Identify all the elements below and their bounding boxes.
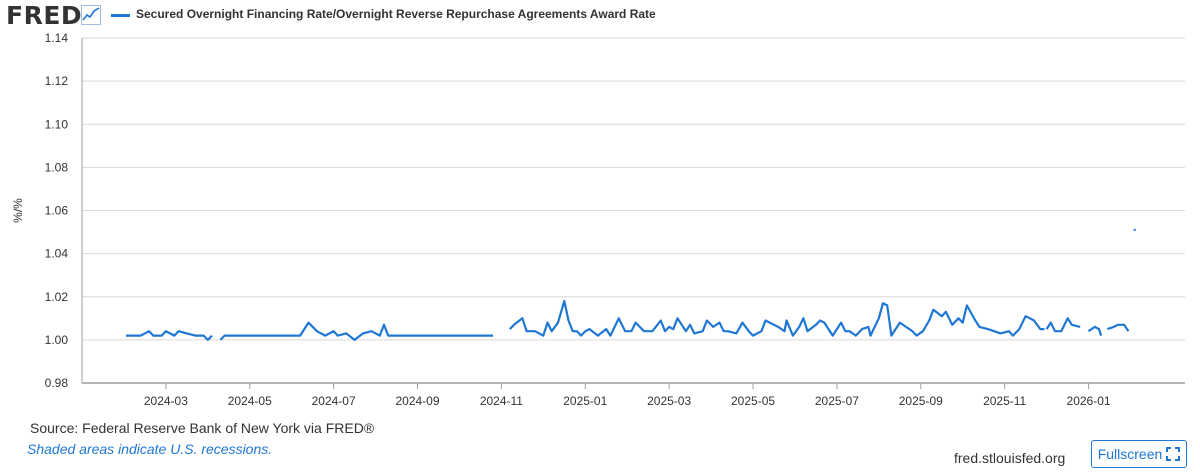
series-segment xyxy=(509,300,1045,337)
chart-header: FRED Secured Overnight Financing Rate/Ov… xyxy=(0,0,1200,32)
x-tick-label: 2024-07 xyxy=(312,394,356,408)
recession-note: Shaded areas indicate U.S. recessions. xyxy=(27,441,273,457)
series-segment xyxy=(1107,323,1130,332)
line-chart: 0.981.001.021.041.061.081.101.121.14%/% … xyxy=(11,31,1185,408)
x-tick-label: 2025-01 xyxy=(563,394,607,408)
y-tick-label: 1.04 xyxy=(45,247,69,261)
fred-logo[interactable]: FRED xyxy=(6,1,83,30)
legend-swatch xyxy=(111,14,130,17)
series-line xyxy=(126,228,1136,341)
y-tick-label: 1.10 xyxy=(45,117,69,131)
y-tick-label: 1.08 xyxy=(45,160,69,174)
series-segment xyxy=(1045,317,1081,333)
x-axis: 2024-03 2024-05 2024-07 2024-09 2024-11 2025-… xyxy=(81,38,1185,408)
y-axis-title: %/% xyxy=(11,198,25,223)
series-segment xyxy=(126,330,213,341)
x-tick-label: 2024-05 xyxy=(228,394,272,408)
x-tick-label: 2025-09 xyxy=(899,394,943,408)
y-tick-label: 1.06 xyxy=(45,204,69,218)
y-tick-label: 1.14 xyxy=(45,31,69,45)
series-segment xyxy=(219,321,493,341)
fullscreen-icon xyxy=(1166,447,1181,461)
y-tick-label: 1.00 xyxy=(45,333,69,347)
x-tick-label: 2025-11 xyxy=(983,394,1026,408)
chart-line-icon xyxy=(81,5,101,25)
x-tick-label: 2024-03 xyxy=(144,394,188,408)
x-tick-label: 2025-07 xyxy=(815,394,859,408)
gridlines xyxy=(82,37,1185,384)
source-note: Source: Federal Reserve Bank of New York… xyxy=(30,420,375,436)
x-tick-label: 2025-05 xyxy=(731,394,775,408)
x-tick-label: 2024-09 xyxy=(395,394,439,408)
legend-label: Secured Overnight Financing Rate/Overnig… xyxy=(136,7,656,21)
y-tick-label: 1.12 xyxy=(45,74,69,88)
series-segment xyxy=(1087,325,1103,336)
y-tick-label: 0.98 xyxy=(45,376,69,390)
x-tick-label: 2025-03 xyxy=(647,394,691,408)
site-link[interactable]: fred.stlouisfed.org xyxy=(954,450,1066,466)
x-tick-label: 2026-01 xyxy=(1067,394,1111,408)
fullscreen-button[interactable]: Fullscreen xyxy=(1091,440,1187,468)
y-tick-label: 1.02 xyxy=(45,290,69,304)
fullscreen-label: Fullscreen xyxy=(1097,446,1163,462)
y-axis: 0.98 1.00 1.02 1.04 1.06 1.08 1.10 1.12 1.14 %/% xyxy=(11,31,68,390)
x-tick-label: 2024-11 xyxy=(480,394,523,408)
